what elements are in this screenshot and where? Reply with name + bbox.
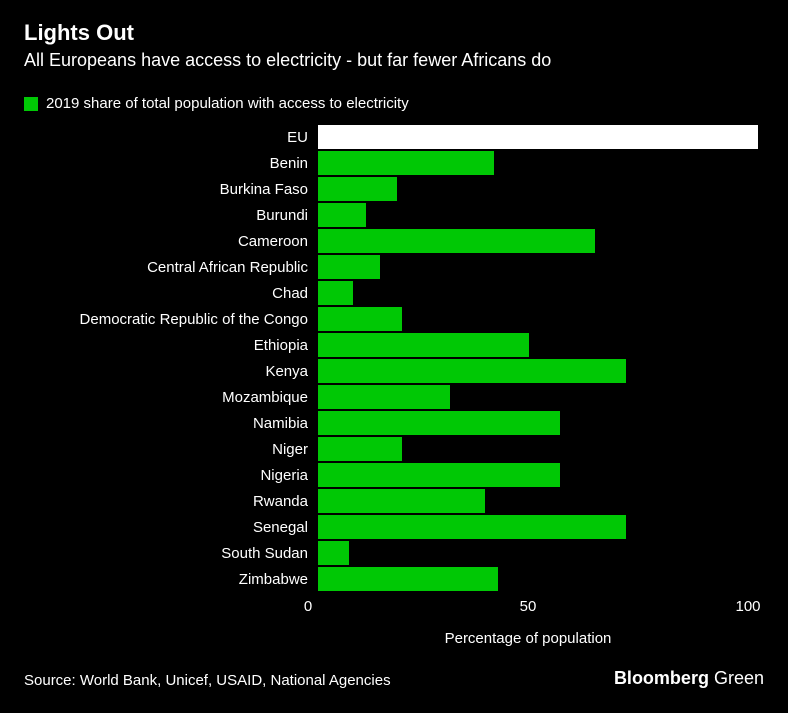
bar-track — [318, 514, 758, 540]
bar-label: Burkina Faso — [24, 181, 318, 198]
bar-track — [318, 124, 758, 150]
bar-label: Mozambique — [24, 389, 318, 406]
brand-bold: Bloomberg — [614, 668, 709, 688]
bar-label: Central African Republic — [24, 259, 318, 276]
bar-track — [318, 332, 758, 358]
bar-track — [318, 436, 758, 462]
bar-row: Chad — [24, 280, 764, 306]
bar-row: Burundi — [24, 202, 764, 228]
bar-row: Kenya — [24, 358, 764, 384]
bar — [318, 359, 626, 383]
bar-label: EU — [24, 129, 318, 146]
bar-row: Senegal — [24, 514, 764, 540]
bar-row: Zimbabwe — [24, 566, 764, 592]
x-tick: 0 — [304, 598, 312, 615]
legend-label: 2019 share of total population with acce… — [46, 95, 409, 112]
bar-label: Rwanda — [24, 493, 318, 510]
bar-row: Namibia — [24, 410, 764, 436]
bar — [318, 281, 353, 305]
source-line: Source: World Bank, Unicef, USAID, Natio… — [24, 672, 391, 689]
bar — [318, 489, 485, 513]
bar-label: Cameroon — [24, 233, 318, 250]
bar-track — [318, 566, 758, 592]
bar-row: EU — [24, 124, 764, 150]
bar-track — [318, 358, 758, 384]
bar-row: Mozambique — [24, 384, 764, 410]
bar — [318, 411, 560, 435]
bar — [318, 203, 366, 227]
bar — [318, 307, 402, 331]
bar — [318, 151, 494, 175]
bar-label: Niger — [24, 441, 318, 458]
bar-row: Benin — [24, 150, 764, 176]
bar — [318, 333, 529, 357]
bar — [318, 463, 560, 487]
brand-light: Green — [714, 668, 764, 688]
bar-row: Burkina Faso — [24, 176, 764, 202]
x-tick: 50 — [520, 598, 537, 615]
bar-track — [318, 176, 758, 202]
bar-label: Benin — [24, 155, 318, 172]
bar-label: South Sudan — [24, 545, 318, 562]
legend-swatch — [24, 97, 38, 111]
bar-row: Niger — [24, 436, 764, 462]
bar-row: Central African Republic — [24, 254, 764, 280]
bar-track — [318, 280, 758, 306]
brand-badge: Bloomberg Green — [614, 668, 764, 689]
legend: 2019 share of total population with acce… — [24, 95, 764, 112]
chart-area: EU Benin Burkina Faso Burundi Cameroon Centra… — [24, 124, 764, 647]
bar-label: Zimbabwe — [24, 571, 318, 588]
bar-label: Namibia — [24, 415, 318, 432]
bar — [318, 437, 402, 461]
bar-track — [318, 228, 758, 254]
bar-label: Burundi — [24, 207, 318, 224]
bar — [318, 515, 626, 539]
bar — [318, 229, 595, 253]
bar-label: Nigeria — [24, 467, 318, 484]
bar-track — [318, 540, 758, 566]
bar-label: Senegal — [24, 519, 318, 536]
bar-track — [318, 410, 758, 436]
bar-row: Cameroon — [24, 228, 764, 254]
bar-track — [318, 254, 758, 280]
bar — [318, 541, 349, 565]
bar-label: Ethiopia — [24, 337, 318, 354]
bar — [318, 385, 450, 409]
x-axis-label: Percentage of population — [308, 630, 748, 647]
bar-track — [318, 462, 758, 488]
x-axis: 0 50 100 — [24, 598, 764, 620]
chart-subtitle: All Europeans have access to electricity… — [24, 50, 764, 71]
bar — [318, 125, 758, 149]
chart-title: Lights Out — [24, 20, 764, 46]
bar-label: Chad — [24, 285, 318, 302]
bar-row: Ethiopia — [24, 332, 764, 358]
bar-track — [318, 384, 758, 410]
x-tick: 100 — [735, 598, 760, 615]
bar-track — [318, 150, 758, 176]
bar-row: South Sudan — [24, 540, 764, 566]
bar-label: Kenya — [24, 363, 318, 380]
bar — [318, 177, 397, 201]
bar-track — [318, 202, 758, 228]
bar — [318, 255, 380, 279]
bar-row: Rwanda — [24, 488, 764, 514]
bar-row: Nigeria — [24, 462, 764, 488]
bar — [318, 567, 498, 591]
bar-track — [318, 306, 758, 332]
bar-label: Democratic Republic of the Congo — [24, 311, 318, 328]
chart-container: Lights Out All Europeans have access to … — [0, 0, 788, 713]
bar-row: Democratic Republic of the Congo — [24, 306, 764, 332]
bar-track — [318, 488, 758, 514]
